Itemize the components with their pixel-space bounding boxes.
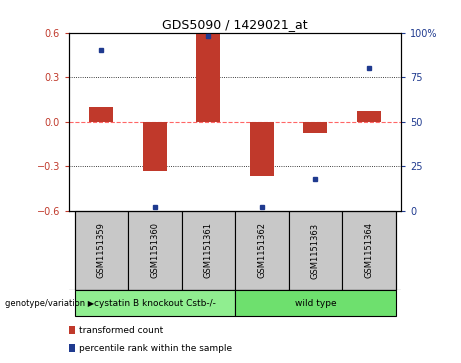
Bar bbox=[250, 122, 274, 176]
Text: GSM1151363: GSM1151363 bbox=[311, 223, 320, 278]
Text: genotype/variation ▶: genotype/variation ▶ bbox=[5, 299, 94, 307]
Text: GSM1151364: GSM1151364 bbox=[365, 223, 373, 278]
Bar bbox=[342, 211, 396, 290]
Bar bbox=[235, 211, 289, 290]
Text: transformed count: transformed count bbox=[79, 326, 164, 335]
Bar bbox=[196, 33, 220, 122]
Bar bbox=[143, 122, 167, 171]
Title: GDS5090 / 1429021_at: GDS5090 / 1429021_at bbox=[162, 19, 308, 32]
Text: wild type: wild type bbox=[295, 299, 336, 307]
Bar bbox=[289, 211, 342, 290]
Bar bbox=[182, 211, 235, 290]
Text: GSM1151359: GSM1151359 bbox=[97, 223, 106, 278]
Bar bbox=[128, 211, 182, 290]
Text: percentile rank within the sample: percentile rank within the sample bbox=[79, 344, 232, 353]
Text: GSM1151362: GSM1151362 bbox=[257, 223, 266, 278]
Bar bbox=[89, 107, 113, 122]
Text: GSM1151361: GSM1151361 bbox=[204, 223, 213, 278]
Bar bbox=[75, 211, 128, 290]
Text: cystatin B knockout Cstb-/-: cystatin B knockout Cstb-/- bbox=[94, 299, 216, 307]
Text: GSM1151360: GSM1151360 bbox=[150, 223, 160, 278]
Bar bbox=[235, 290, 396, 316]
Bar bbox=[75, 290, 235, 316]
Bar bbox=[303, 122, 327, 134]
Bar bbox=[357, 111, 381, 122]
